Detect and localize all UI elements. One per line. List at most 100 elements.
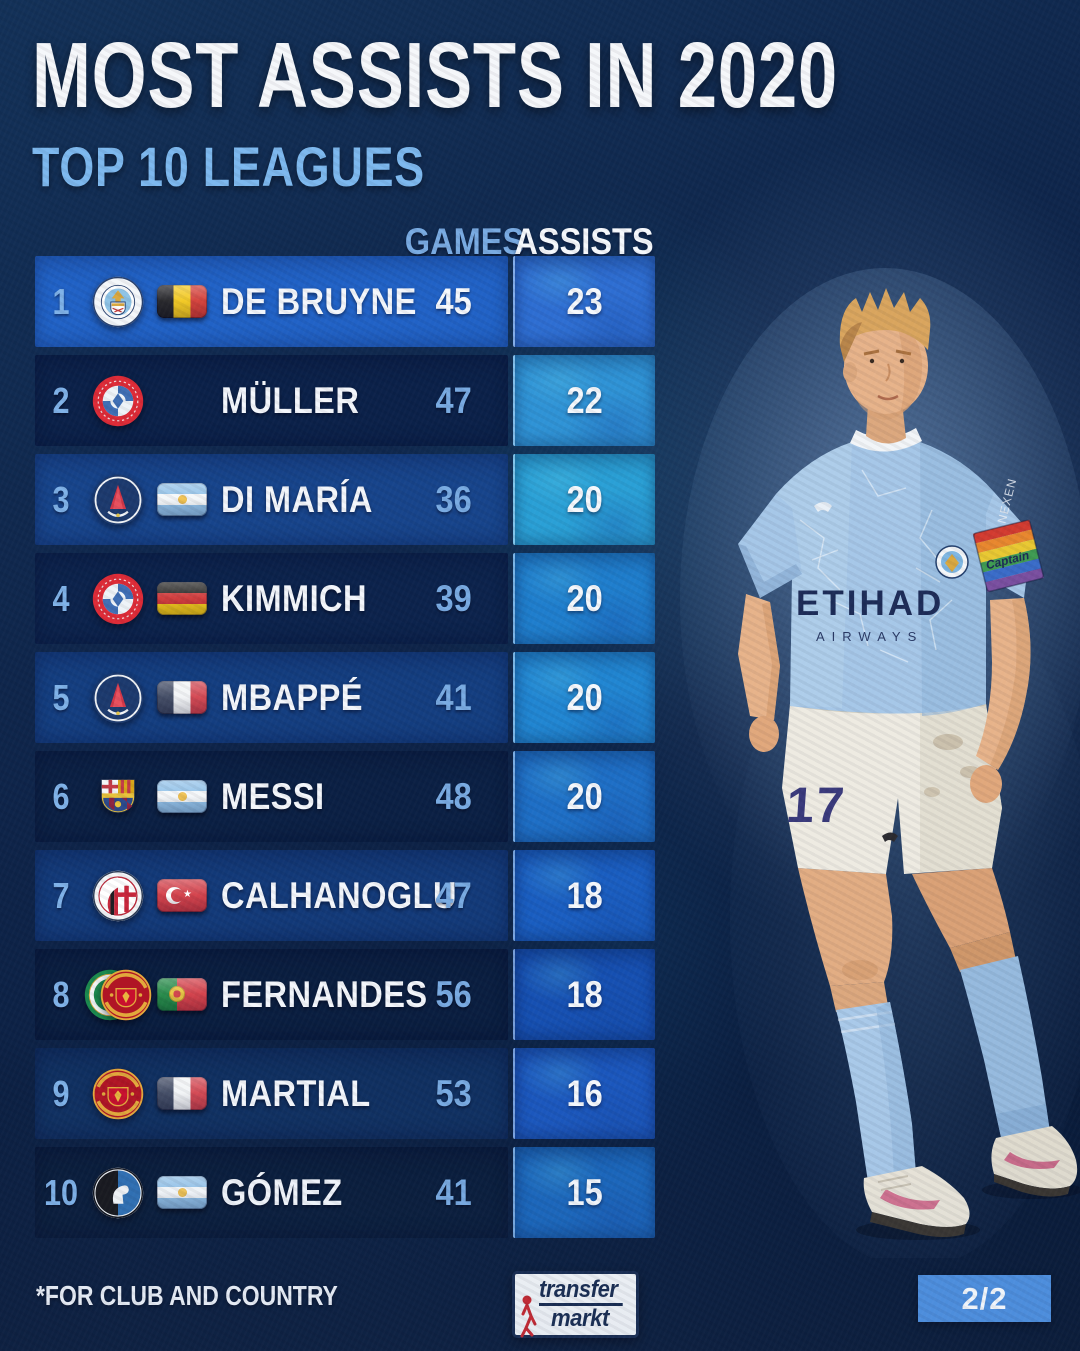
assists-cell: 23 — [513, 256, 655, 347]
club-badge-milan-icon — [91, 869, 145, 923]
rank-label: 1 — [52, 280, 70, 322]
club-badges — [87, 572, 149, 626]
flag-box — [149, 978, 215, 1011]
row-band: 10 GÓMEZ 41 — [35, 1147, 508, 1238]
country-flag-france-icon — [157, 681, 207, 714]
player-back-leg — [912, 868, 1080, 1199]
assists-value: 22 — [566, 379, 604, 421]
row-band: 2 MÜLLER 47 — [35, 355, 508, 446]
shorts-number-text: 17 — [784, 777, 848, 833]
table-row: 3 DI MARÍA 36 20 — [35, 454, 657, 545]
assists-value: 20 — [566, 478, 604, 520]
brand-line-1: transfer — [539, 1277, 624, 1306]
club-badges — [87, 473, 149, 527]
assists-value: 20 — [566, 676, 604, 718]
table-row: 9 MARTIAL 53 16 — [35, 1048, 657, 1139]
page-title: MOST ASSISTS IN 2020 — [32, 23, 839, 127]
assists-cell: 20 — [513, 652, 655, 743]
country-flag-germany-icon — [157, 582, 207, 615]
club-badge-psg-icon — [91, 671, 145, 725]
table-row: 2 MÜLLER 47 22 — [35, 355, 657, 446]
table-row: 10 GÓMEZ 41 15 — [35, 1147, 657, 1238]
assists-cell: 20 — [513, 454, 655, 545]
page-subtitle: TOP 10 LEAGUES — [32, 135, 425, 198]
table-row: 8 FERNANDES 56 18 — [35, 949, 657, 1040]
player-front-leg — [798, 868, 980, 1240]
row-band: 8 FERNANDES 56 — [35, 949, 508, 1040]
club-badge-mancity-icon — [91, 275, 145, 329]
flag-box — [149, 1077, 215, 1110]
player-name: MBAPPÉ — [221, 676, 363, 718]
table-rows: 1 DE BRUYNE 45 23 2 MÜLLER 47 — [35, 256, 657, 1238]
club-badges — [87, 275, 149, 329]
player-head — [839, 288, 931, 444]
page-indicator-badge: 2/2 — [918, 1275, 1051, 1322]
club-badge-manutd-icon — [91, 1067, 145, 1121]
assists-cell: 15 — [513, 1147, 655, 1238]
table-row: 7 CALHANOGLU 47 18 — [35, 850, 657, 941]
transfermarkt-logo: transfer markt — [512, 1271, 639, 1338]
assists-value: 23 — [566, 280, 604, 322]
club-badge-bayern-icon — [91, 572, 145, 626]
jersey-mosaic-pattern — [799, 469, 953, 663]
row-band: 1 DE BRUYNE 45 — [35, 256, 508, 347]
row-band: 5 MBAPPÉ 41 — [35, 652, 508, 743]
club-badges — [87, 968, 149, 1022]
games-value: 56 — [435, 973, 473, 1015]
club-badges — [87, 374, 149, 428]
games-value: 36 — [435, 478, 473, 520]
player-name: CALHANOGLU — [221, 874, 457, 916]
games-value: 41 — [435, 1171, 473, 1213]
assists-cell: 20 — [513, 553, 655, 644]
flag-box — [149, 384, 215, 417]
games-value: 47 — [435, 874, 473, 916]
rank-label: 10 — [43, 1171, 79, 1213]
player-boot-front — [863, 1166, 970, 1227]
assists-cell: 16 — [513, 1048, 655, 1139]
club-badges — [87, 869, 149, 923]
club-badges — [87, 1067, 149, 1121]
rank-label: 2 — [52, 379, 70, 421]
flag-box — [149, 483, 215, 516]
shorts-brand-mark — [882, 832, 898, 842]
assists-value: 20 — [566, 577, 604, 619]
country-flag-turkey-icon — [157, 879, 207, 912]
player-name: KIMMICH — [221, 577, 367, 619]
table-row: 4 KIMMICH 39 20 — [35, 553, 657, 644]
assists-value: 18 — [566, 973, 604, 1015]
games-value: 39 — [435, 577, 473, 619]
assists-cell: 22 — [513, 355, 655, 446]
jersey-sponsor-text: ETIHAD — [796, 584, 944, 623]
club-badge-manutd-icon — [99, 968, 153, 1022]
player-name: MARTIAL — [221, 1072, 371, 1114]
player-name: DI MARÍA — [221, 478, 373, 520]
country-flag-portugal-icon — [157, 978, 207, 1011]
table-row: 6 MESSI 48 20 — [35, 751, 657, 842]
games-value: 53 — [435, 1072, 473, 1114]
player-left-arm: NEXEN Captain — [970, 477, 1044, 803]
flag-emblem — [177, 495, 187, 504]
player-right-hand — [749, 716, 779, 752]
row-band: 3 DI MARÍA 36 — [35, 454, 508, 545]
assists-value: 16 — [566, 1072, 604, 1114]
games-value: 45 — [435, 280, 473, 322]
transfermarkt-wordmark: transfer markt — [539, 1277, 630, 1332]
row-band: 4 KIMMICH 39 — [35, 553, 508, 644]
jersey-sponsor-sub-text: AIRWAYS — [816, 629, 923, 644]
flag-emblem — [169, 986, 185, 1002]
player-name: GÓMEZ — [221, 1171, 343, 1213]
flag-emblem — [177, 1188, 187, 1197]
rank-label: 7 — [52, 874, 70, 916]
player-right-arm — [738, 494, 802, 752]
player-sock-back — [960, 956, 1050, 1142]
club-badge-psg-icon — [91, 473, 145, 527]
assists-cell: 18 — [513, 850, 655, 941]
row-band: 7 CALHANOGLU 47 — [35, 850, 508, 941]
country-flag-france-icon — [157, 1077, 207, 1110]
rank-label: 5 — [52, 676, 70, 718]
transfermarkt-figure-icon — [520, 1295, 537, 1338]
country-flag-argentina-icon — [157, 1176, 207, 1209]
games-value: 48 — [435, 775, 473, 817]
table-row: 1 DE BRUYNE 45 23 — [35, 256, 657, 347]
games-value: 47 — [435, 379, 473, 421]
